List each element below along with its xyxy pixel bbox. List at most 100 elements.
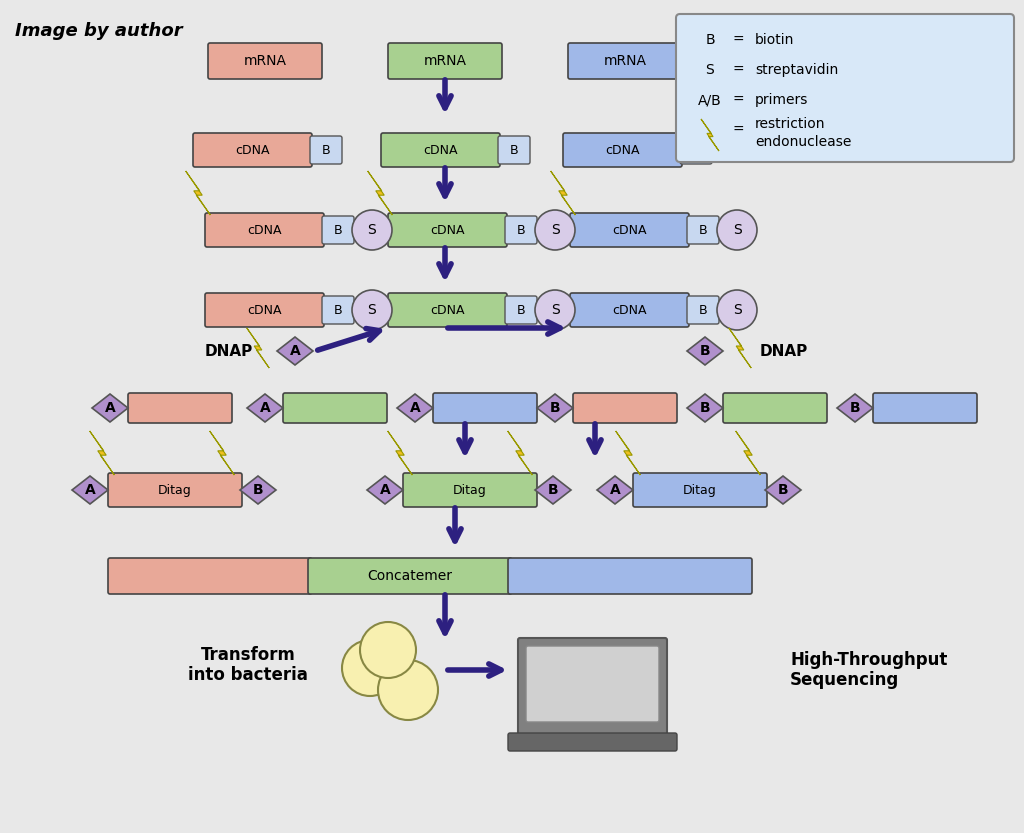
- FancyBboxPatch shape: [205, 213, 324, 247]
- Polygon shape: [210, 431, 234, 475]
- Polygon shape: [701, 119, 719, 151]
- Text: S: S: [706, 63, 715, 77]
- Text: cDNA: cDNA: [612, 303, 647, 317]
- Polygon shape: [367, 476, 403, 504]
- Text: primers: primers: [755, 93, 808, 107]
- Polygon shape: [247, 394, 283, 422]
- Polygon shape: [535, 476, 571, 504]
- Text: A: A: [380, 483, 390, 497]
- FancyBboxPatch shape: [680, 136, 712, 164]
- Text: cDNA: cDNA: [236, 143, 269, 157]
- Polygon shape: [388, 431, 413, 475]
- Circle shape: [352, 290, 392, 330]
- Text: =: =: [732, 123, 743, 137]
- Polygon shape: [837, 394, 873, 422]
- Text: B: B: [550, 401, 560, 415]
- Text: S: S: [551, 223, 559, 237]
- FancyBboxPatch shape: [388, 43, 502, 79]
- Circle shape: [342, 640, 398, 696]
- FancyBboxPatch shape: [526, 646, 659, 722]
- Text: mRNA: mRNA: [603, 54, 646, 68]
- Polygon shape: [551, 171, 575, 215]
- Text: DNAP: DNAP: [205, 343, 253, 358]
- Text: cDNA: cDNA: [430, 303, 465, 317]
- Text: cDNA: cDNA: [247, 303, 282, 317]
- FancyBboxPatch shape: [508, 733, 677, 751]
- FancyBboxPatch shape: [388, 293, 507, 327]
- Text: B: B: [706, 33, 715, 47]
- FancyBboxPatch shape: [570, 213, 689, 247]
- Text: S: S: [551, 303, 559, 317]
- Polygon shape: [735, 431, 760, 475]
- FancyBboxPatch shape: [505, 216, 537, 244]
- FancyBboxPatch shape: [310, 136, 342, 164]
- Circle shape: [535, 290, 575, 330]
- Text: B: B: [699, 401, 711, 415]
- FancyBboxPatch shape: [687, 216, 719, 244]
- FancyBboxPatch shape: [128, 393, 232, 423]
- FancyBboxPatch shape: [676, 14, 1014, 162]
- FancyBboxPatch shape: [308, 558, 512, 594]
- FancyBboxPatch shape: [205, 293, 324, 327]
- Circle shape: [535, 210, 575, 250]
- FancyBboxPatch shape: [568, 43, 682, 79]
- Text: A/B: A/B: [698, 93, 722, 107]
- Text: B: B: [334, 303, 342, 317]
- Polygon shape: [687, 394, 723, 422]
- Text: B: B: [322, 143, 331, 157]
- Text: S: S: [368, 223, 377, 237]
- FancyBboxPatch shape: [283, 393, 387, 423]
- Text: B: B: [698, 223, 708, 237]
- Text: mRNA: mRNA: [424, 54, 467, 68]
- FancyBboxPatch shape: [518, 638, 667, 737]
- Text: Transform
into bacteria: Transform into bacteria: [188, 646, 308, 685]
- FancyBboxPatch shape: [687, 296, 719, 324]
- Text: Ditag: Ditag: [158, 483, 191, 496]
- Text: B: B: [699, 344, 711, 358]
- Text: B: B: [548, 483, 558, 497]
- Text: B: B: [510, 143, 518, 157]
- Circle shape: [717, 210, 757, 250]
- Polygon shape: [537, 394, 573, 422]
- Polygon shape: [72, 476, 108, 504]
- Text: S: S: [732, 223, 741, 237]
- Polygon shape: [765, 476, 801, 504]
- FancyBboxPatch shape: [723, 393, 827, 423]
- Text: S: S: [368, 303, 377, 317]
- Text: Ditag: Ditag: [683, 483, 717, 496]
- FancyBboxPatch shape: [108, 558, 312, 594]
- Text: B: B: [253, 483, 263, 497]
- FancyBboxPatch shape: [505, 296, 537, 324]
- Text: A: A: [85, 483, 95, 497]
- Text: B: B: [334, 223, 342, 237]
- FancyBboxPatch shape: [381, 133, 500, 167]
- Text: streptavidin: streptavidin: [755, 63, 839, 77]
- FancyBboxPatch shape: [108, 473, 242, 507]
- Text: A: A: [609, 483, 621, 497]
- Text: =: =: [732, 33, 743, 47]
- FancyBboxPatch shape: [570, 293, 689, 327]
- Polygon shape: [687, 337, 723, 365]
- Text: A: A: [260, 401, 270, 415]
- Polygon shape: [729, 328, 752, 368]
- FancyBboxPatch shape: [498, 136, 530, 164]
- Polygon shape: [278, 337, 313, 365]
- Text: B: B: [517, 223, 525, 237]
- Polygon shape: [185, 171, 210, 215]
- Text: B: B: [777, 483, 788, 497]
- Text: cDNA: cDNA: [612, 223, 647, 237]
- Polygon shape: [615, 431, 640, 475]
- Polygon shape: [508, 431, 532, 475]
- FancyBboxPatch shape: [193, 133, 312, 167]
- FancyBboxPatch shape: [388, 213, 507, 247]
- Text: =: =: [732, 93, 743, 107]
- Text: biotin: biotin: [755, 33, 795, 47]
- Circle shape: [352, 210, 392, 250]
- Text: S: S: [732, 303, 741, 317]
- Text: mRNA: mRNA: [244, 54, 287, 68]
- Circle shape: [360, 622, 416, 678]
- Circle shape: [717, 290, 757, 330]
- Circle shape: [378, 660, 438, 720]
- Text: cDNA: cDNA: [247, 223, 282, 237]
- Polygon shape: [597, 476, 633, 504]
